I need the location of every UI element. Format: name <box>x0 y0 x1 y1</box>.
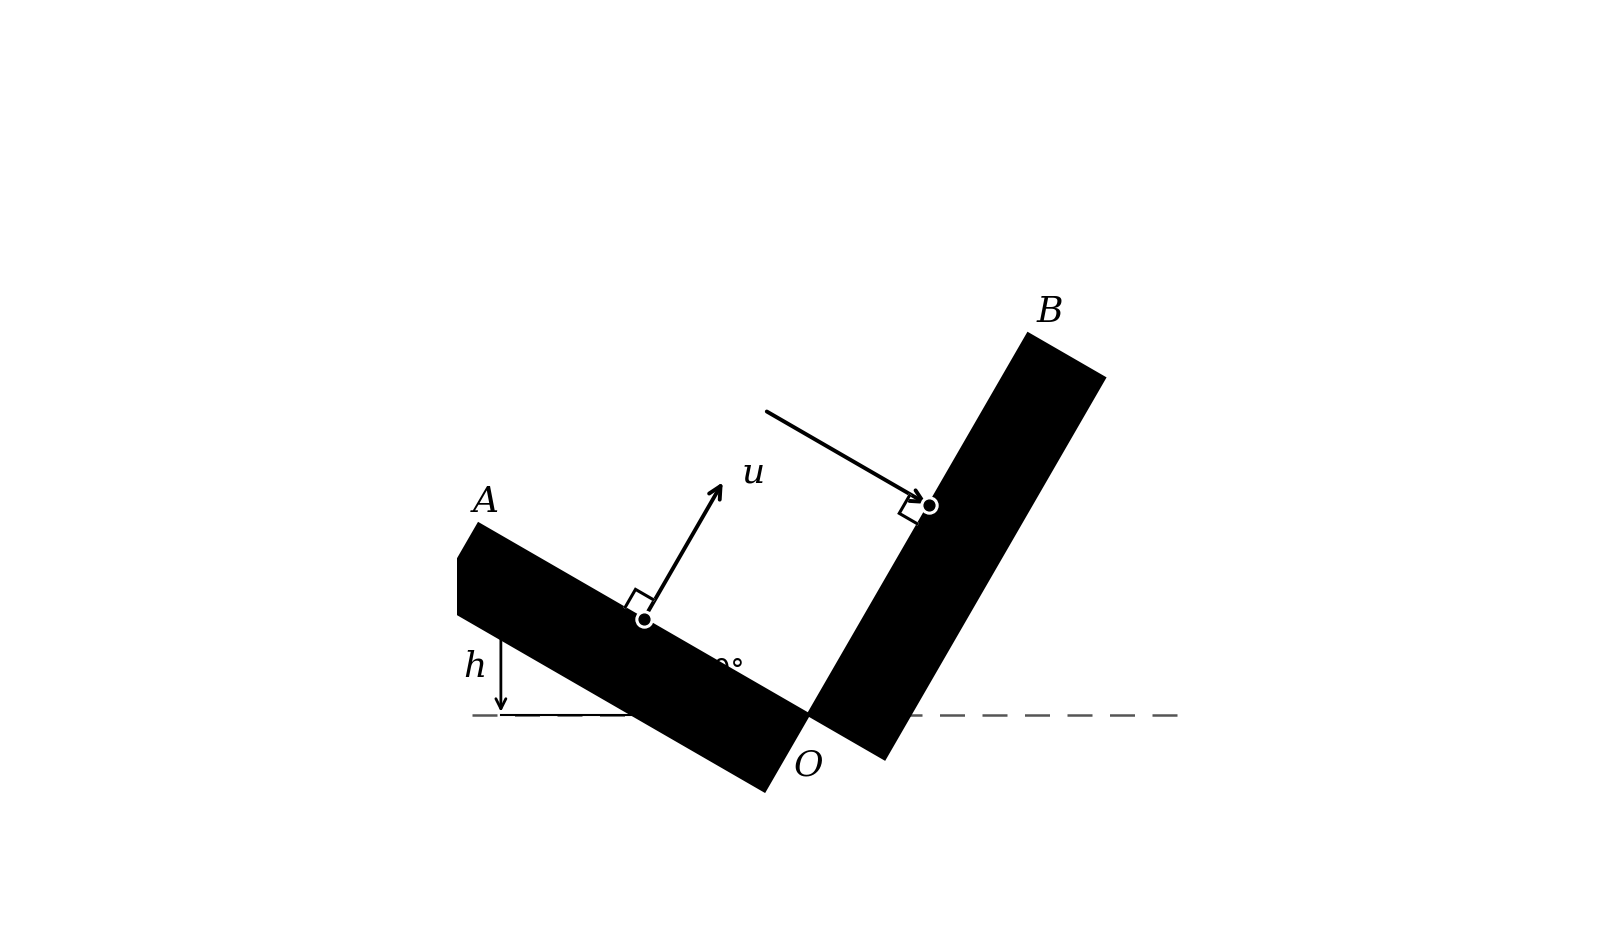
Text: u: u <box>742 456 764 490</box>
Text: h: h <box>464 650 486 684</box>
Point <box>631 611 656 627</box>
Text: P: P <box>624 639 648 673</box>
Point <box>631 611 656 627</box>
Polygon shape <box>807 334 1104 759</box>
Point <box>916 497 942 513</box>
Text: B: B <box>1037 295 1063 329</box>
Text: 30°: 30° <box>695 656 745 685</box>
Point <box>916 497 942 513</box>
Text: A: A <box>472 485 499 519</box>
Text: Q: Q <box>944 481 973 515</box>
Text: 60°: 60° <box>863 634 913 663</box>
Text: O: O <box>793 748 823 783</box>
Polygon shape <box>435 524 807 790</box>
